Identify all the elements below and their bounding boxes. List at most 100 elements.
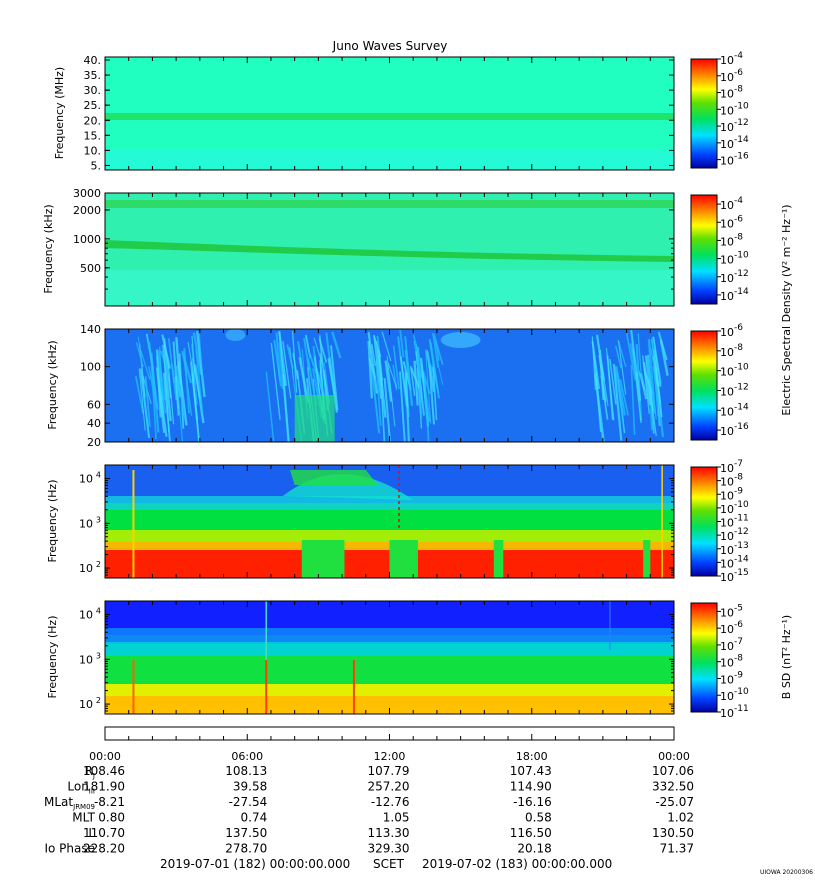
ephemeris-label-subscript: J bbox=[92, 772, 95, 780]
colorbar-tick-base: 10 bbox=[720, 640, 734, 653]
y-tick-label: 35. bbox=[84, 69, 102, 82]
colorbar-tick-base: 10 bbox=[720, 272, 734, 285]
emission-streak bbox=[652, 336, 662, 387]
time-tick-label: 00:00 bbox=[89, 750, 121, 763]
colorbar-tick-base: 10 bbox=[720, 557, 734, 570]
emission-streak bbox=[630, 364, 636, 436]
emission-streak bbox=[615, 345, 622, 368]
emission-streak bbox=[161, 334, 171, 369]
panel-5-cyan-layer bbox=[105, 642, 674, 656]
colorbar-tick-base: 10 bbox=[720, 673, 734, 686]
panel-4 bbox=[105, 465, 674, 578]
colorbar-tick-exponent: -12 bbox=[734, 382, 749, 392]
ephemeris-value: 114.90 bbox=[510, 780, 552, 794]
panel-1 bbox=[105, 57, 674, 170]
emission-streak bbox=[317, 371, 326, 398]
emission-streak bbox=[140, 350, 151, 380]
y-tick-label: 20 bbox=[87, 436, 101, 449]
y-tick-exponent: 4 bbox=[96, 470, 101, 479]
emission-streak bbox=[392, 345, 400, 390]
ephemeris-value: -12.76 bbox=[371, 795, 410, 809]
colorbar-tick-base: 10 bbox=[720, 385, 734, 398]
panel-3 bbox=[105, 329, 674, 442]
colorbar-tick-exponent: -6 bbox=[734, 323, 743, 333]
emission-streak bbox=[327, 358, 336, 398]
colorbar-tick-base: 10 bbox=[720, 71, 734, 84]
emission-streak bbox=[653, 349, 663, 418]
y-tick-label: 1000 bbox=[73, 233, 101, 246]
emission-gap bbox=[493, 540, 504, 578]
ephemeris-value: 107.43 bbox=[510, 764, 552, 778]
emission-streak bbox=[635, 343, 643, 421]
colorbar-tick-base: 10 bbox=[720, 544, 734, 557]
emission-streak bbox=[265, 371, 275, 442]
emission-streak bbox=[643, 370, 654, 396]
emission-streak bbox=[191, 372, 200, 442]
ephemeris-label: MLatJRM09 bbox=[44, 795, 95, 811]
colorbar-label-magnetic: B SD (nT² Hz⁻¹) bbox=[780, 615, 793, 699]
colorbar-tick-exponent: -10 bbox=[734, 101, 749, 111]
ephemeris-label-subscript: JRM09 bbox=[72, 803, 95, 811]
emission-patch bbox=[225, 329, 246, 341]
emission-streak bbox=[367, 340, 374, 399]
ephemeris-value: -27.54 bbox=[229, 795, 268, 809]
colorbar-tick-exponent: -10 bbox=[734, 363, 749, 373]
ephemeris-value: 116.50 bbox=[510, 826, 552, 840]
colorbar-tick-exponent: -8 bbox=[734, 85, 743, 95]
emission-hump bbox=[289, 470, 378, 485]
y-tick-label: 3000 bbox=[73, 187, 101, 200]
ephemeris-value: 329.30 bbox=[368, 842, 410, 856]
colorbar-tick-exponent: -11 bbox=[734, 704, 749, 714]
emission-streak bbox=[150, 366, 157, 440]
colorbar-tick-base: 10 bbox=[720, 54, 734, 67]
time-tick-label: 18:00 bbox=[516, 750, 548, 763]
panel-5-features bbox=[132, 601, 611, 714]
panel-2-upper-band bbox=[105, 200, 674, 208]
ephemeris-value: 181.90 bbox=[83, 780, 125, 794]
colorbar-tick-base: 10 bbox=[720, 517, 734, 530]
footer-end-time: 2019-07-02 (183) 00:00:00.000 bbox=[422, 857, 612, 871]
colorbar-3 bbox=[690, 330, 718, 441]
emission-streak bbox=[423, 377, 430, 442]
emission-streak bbox=[434, 340, 440, 361]
emission-streak bbox=[198, 333, 203, 379]
emission-streak bbox=[637, 333, 643, 381]
colorbar-tick-base: 10 bbox=[720, 489, 734, 502]
emission-streak bbox=[373, 335, 383, 399]
colorbar-tick-base: 10 bbox=[720, 503, 734, 516]
emission-streak bbox=[135, 342, 144, 368]
emission-streak bbox=[591, 336, 597, 390]
panel-2-ylabel: Frequency (kHz) bbox=[42, 204, 55, 293]
y-tick-label: 30. bbox=[84, 84, 102, 97]
time-tick-label: 06:00 bbox=[231, 750, 263, 763]
y-tick-label: 5. bbox=[91, 159, 102, 172]
y-tick-label: 10 bbox=[79, 608, 93, 621]
colorbar-tick-base: 10 bbox=[720, 217, 734, 230]
emission-streak bbox=[175, 365, 186, 418]
y-tick-label: 10 bbox=[79, 698, 93, 711]
ephemeris-value: 110.70 bbox=[83, 826, 125, 840]
colorbar-4 bbox=[690, 466, 718, 577]
emission-streak bbox=[398, 371, 406, 442]
colorbar-tick-exponent: -13 bbox=[734, 541, 749, 551]
y-tick-label: 10. bbox=[84, 144, 102, 157]
ephemeris-label: L bbox=[88, 826, 95, 840]
ephemeris-value: 0.80 bbox=[98, 811, 125, 825]
colorbar-tick-exponent: -4 bbox=[734, 51, 743, 61]
colorbar-tick-base: 10 bbox=[720, 121, 734, 134]
ephemeris-value: 1.02 bbox=[667, 811, 694, 825]
emission-streak bbox=[138, 368, 146, 431]
y-tick-exponent: 4 bbox=[96, 606, 101, 615]
emission-streak bbox=[601, 366, 609, 406]
emission-streak bbox=[425, 349, 432, 424]
emission-streak bbox=[425, 350, 436, 393]
emission-streak bbox=[413, 360, 419, 406]
colorbar-tick-exponent: -4 bbox=[734, 196, 743, 206]
emission-streak bbox=[615, 370, 625, 422]
colorbar-tick-base: 10 bbox=[720, 530, 734, 543]
ephemeris-value: 130.50 bbox=[652, 826, 694, 840]
colorbar-tick-exponent: -10 bbox=[734, 251, 749, 261]
